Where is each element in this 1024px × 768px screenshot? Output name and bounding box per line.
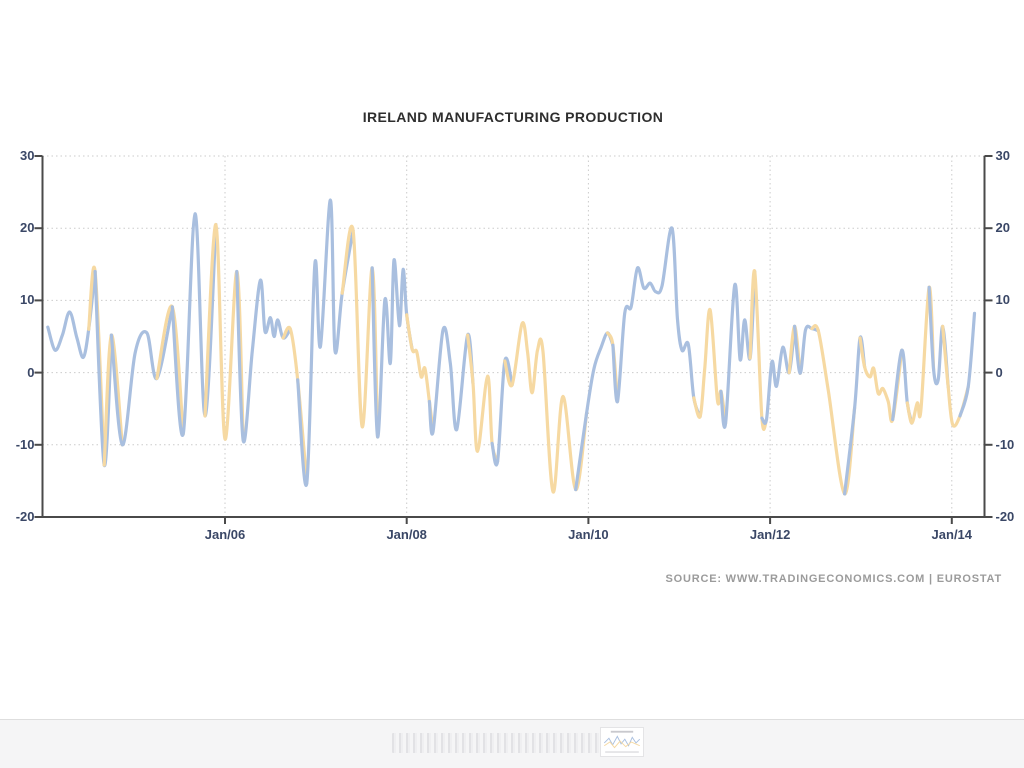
- y-axis-label-right: -10: [995, 436, 1015, 452]
- x-axis-label: Jan/12: [749, 527, 791, 542]
- x-axis-label: Jan/10: [568, 527, 609, 542]
- y-axis-label-right: 30: [995, 148, 1010, 163]
- y-axis-label-left: 0: [27, 364, 35, 380]
- series-line-segment: [611, 226, 702, 419]
- footer-bar: [0, 719, 1024, 768]
- source-note: SOURCE: WWW.TRADINGECONOMICS.COM | EUROS…: [665, 573, 1002, 585]
- series-line-segment: [296, 198, 355, 488]
- x-axis-label: Jan/14: [931, 527, 973, 542]
- y-axis-label-left: 30: [20, 148, 35, 163]
- series-line-segment: [858, 336, 904, 424]
- series-line-segment: [170, 212, 218, 437]
- y-axis-label-right: 20: [995, 220, 1010, 236]
- x-axis-label: Jan/06: [204, 527, 246, 542]
- series-line-segment: [793, 324, 820, 375]
- series-line-segment: [427, 325, 475, 436]
- chart-title: IRELAND MANUFACTURING PRODUCTION: [362, 109, 664, 125]
- series-line-segment: [281, 325, 309, 485]
- y-axis-label-right: -20: [995, 509, 1015, 524]
- thumbnail-mini-chart: [600, 727, 644, 757]
- series-line-segment: [46, 269, 97, 360]
- page-thumbnail: [392, 733, 600, 753]
- series-line-segment: [958, 311, 977, 418]
- series-line-segment: [810, 324, 857, 496]
- series-line-segment: [748, 269, 769, 431]
- series-line-segment: [941, 324, 970, 428]
- series-line-segment: [370, 258, 414, 439]
- series-line-segment: [843, 335, 867, 496]
- series-line-segment: [235, 269, 292, 444]
- x-axis-label: Jan/08: [386, 527, 427, 542]
- y-axis-label-left: 10: [20, 292, 35, 308]
- series-line-segment: [503, 321, 589, 494]
- series-line-segment: [490, 356, 514, 467]
- y-axis-label-right: 0: [995, 364, 1003, 380]
- y-axis-label-left: 20: [20, 220, 35, 236]
- y-axis-label-left: -10: [15, 436, 35, 452]
- y-axis-label-right: 10: [995, 292, 1010, 308]
- series-line-segment: [760, 324, 797, 425]
- y-axis-label-left: -20: [15, 509, 35, 524]
